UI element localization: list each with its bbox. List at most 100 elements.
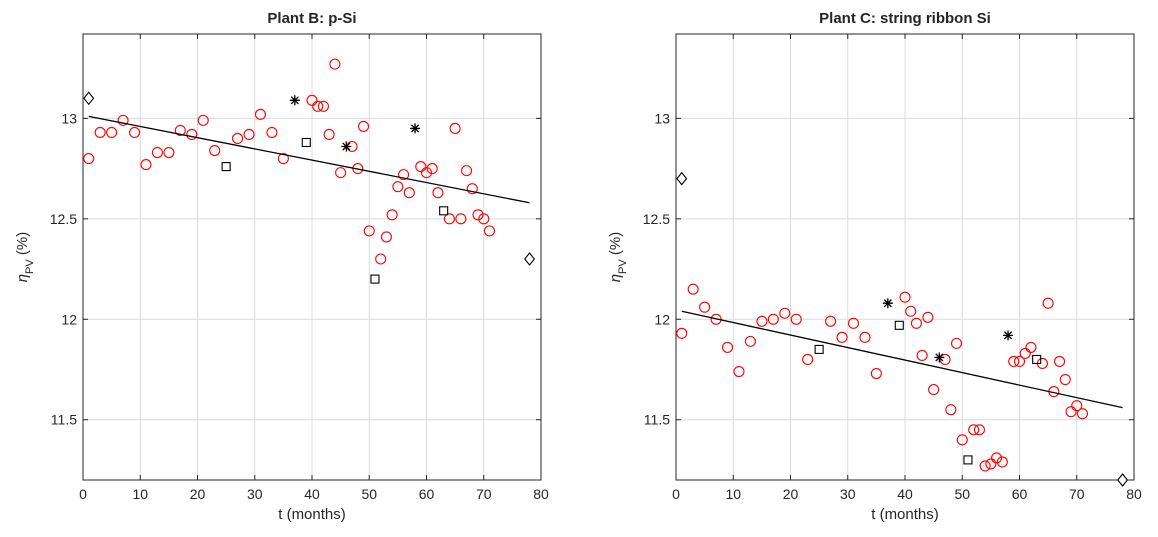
chart1-point-circle bbox=[449, 122, 461, 134]
chart2-title: Plant C: string ribbon Si bbox=[819, 10, 991, 27]
chart1-point-circle bbox=[375, 253, 387, 265]
chart2-point-circle bbox=[968, 424, 980, 436]
chart1-point-circle bbox=[317, 100, 330, 112]
chart2-x-tick-label: 0 bbox=[672, 486, 680, 502]
chart2-point-circle bbox=[721, 341, 734, 353]
chart1-point-circle bbox=[392, 181, 404, 193]
chart1-point-circle bbox=[323, 128, 335, 141]
chart1-point-circle bbox=[140, 159, 152, 171]
chart1-x-tick-label: 10 bbox=[132, 486, 148, 502]
chart2-point-circle bbox=[899, 291, 911, 303]
chart2-x-tick-label: 10 bbox=[725, 486, 741, 502]
chart1-point-circle bbox=[335, 167, 347, 179]
chart1-point-circle bbox=[357, 120, 370, 132]
chart1-x-tick-label: 20 bbox=[190, 486, 206, 502]
chart2-point-circle bbox=[870, 367, 882, 380]
chart1-point-circle bbox=[254, 108, 267, 120]
chart2-point-circle bbox=[973, 424, 985, 436]
chart2-point-circle bbox=[945, 404, 957, 416]
chart1-series-circle bbox=[83, 58, 496, 265]
chart1-x-tick-label: 60 bbox=[419, 486, 435, 502]
chart1-point-circle bbox=[197, 114, 209, 126]
chart1-point-circle bbox=[380, 231, 392, 243]
chart1-point-circle bbox=[128, 126, 141, 138]
chart1-x-tick-label: 50 bbox=[361, 486, 377, 502]
chart1-point-star bbox=[341, 141, 352, 152]
chart1-point-circle bbox=[186, 128, 198, 141]
chart1-point-circle bbox=[483, 225, 496, 237]
chart2-point-square bbox=[963, 455, 973, 465]
chart1-series-diamond bbox=[83, 91, 536, 266]
chart2-point-square bbox=[1032, 354, 1042, 365]
chart2-point-circle bbox=[859, 331, 871, 343]
chart2-point-circle bbox=[802, 353, 814, 366]
chart1-trend-line bbox=[88, 115, 530, 204]
chart2-series-line bbox=[681, 310, 1123, 409]
chart2-point-circle bbox=[1059, 373, 1071, 386]
chart1-point-circle bbox=[266, 126, 278, 138]
chart2-point-circle bbox=[699, 301, 711, 313]
chart1-point-circle bbox=[277, 153, 289, 165]
chart2-y-tick-label: 11.5 bbox=[644, 412, 670, 428]
chart2-x-tick-label: 70 bbox=[1069, 486, 1085, 502]
chart1-point-circle bbox=[163, 146, 175, 159]
chart2-point-circle bbox=[1013, 355, 1026, 368]
chart1-y-tick-label: 12 bbox=[61, 311, 77, 327]
chart1: 0 10 20 30 40 50 60 70 80 11.5 12 12.5 13 Plant B: p-… bbox=[14, 10, 549, 523]
chart1-point-circle bbox=[432, 187, 444, 199]
chart1-x-axis-label: t (months) bbox=[278, 506, 346, 523]
chart2-point-circle bbox=[1054, 355, 1066, 368]
chart1-point-circle bbox=[403, 187, 415, 199]
chart1-point-circle bbox=[209, 144, 221, 157]
chart1-point-square bbox=[221, 162, 231, 172]
chart1-point-circle bbox=[312, 100, 324, 112]
chart1-point-star bbox=[410, 123, 421, 134]
chart1-x-tick-label: 80 bbox=[533, 486, 549, 502]
chart1-point-circle bbox=[106, 126, 118, 138]
chart1-y-axis-label: ηPV (%) bbox=[14, 232, 36, 283]
chart2-point-circle bbox=[996, 456, 1008, 468]
chart2-series-square bbox=[814, 320, 1042, 465]
chart2-point-circle bbox=[825, 315, 837, 327]
chart2-point-square bbox=[814, 344, 824, 354]
chart2-point-circle bbox=[956, 434, 968, 446]
chart2-point-circle bbox=[847, 317, 860, 329]
chart2-point-circle bbox=[790, 313, 802, 325]
chart2-point-star bbox=[1003, 330, 1014, 341]
chart2-x-tick-label: 50 bbox=[954, 486, 970, 502]
chart2-series-star bbox=[882, 298, 1014, 363]
chart2-point-circle bbox=[1071, 400, 1083, 412]
chart2-x-axis-label: t (months) bbox=[871, 506, 939, 523]
chart2-point-circle bbox=[922, 311, 934, 323]
chart2-series-diamond bbox=[676, 171, 1129, 487]
chart1-point-square bbox=[439, 206, 449, 216]
chart1-x-tick-label: 70 bbox=[476, 486, 492, 502]
chart2-point-circle bbox=[676, 327, 688, 339]
chart2-point-circle bbox=[950, 337, 963, 349]
chart2-y-axis-label: ηPV (%) bbox=[607, 232, 629, 283]
chart1-x-tick-label: 0 bbox=[79, 486, 87, 502]
chart2-point-circle bbox=[744, 335, 756, 347]
chart2-point-circle bbox=[916, 349, 928, 361]
chart2-point-circle bbox=[1042, 297, 1054, 309]
chart2-x-tick-label: 40 bbox=[897, 486, 913, 502]
chart1-point-circle bbox=[443, 213, 455, 225]
chart2-point-star bbox=[934, 352, 945, 363]
chart1-x-tick-label: 40 bbox=[304, 486, 320, 502]
chart1-y-tick-label: 11.5 bbox=[51, 412, 77, 428]
chart2-point-circle bbox=[979, 460, 991, 472]
chart2-point-circle bbox=[1019, 347, 1031, 359]
chart1-point-circle bbox=[426, 163, 438, 175]
chart1-point-circle bbox=[232, 132, 244, 145]
chart2-point-circle bbox=[767, 313, 779, 325]
chart1-x-tick-label: 30 bbox=[247, 486, 263, 502]
chart1-point-circle bbox=[386, 209, 398, 221]
chart2-x-tick-label: 20 bbox=[783, 486, 799, 502]
chart1-point-diamond bbox=[524, 252, 536, 266]
chart2-x-tick-label: 30 bbox=[840, 486, 856, 502]
chart1-point-circle bbox=[455, 213, 467, 225]
chart1-series-square bbox=[221, 137, 449, 284]
chart2-point-square bbox=[894, 320, 904, 330]
chart2: 0 10 20 30 40 50 60 70 80 11.5 12 12.5 13 Plant C: st… bbox=[607, 10, 1142, 523]
